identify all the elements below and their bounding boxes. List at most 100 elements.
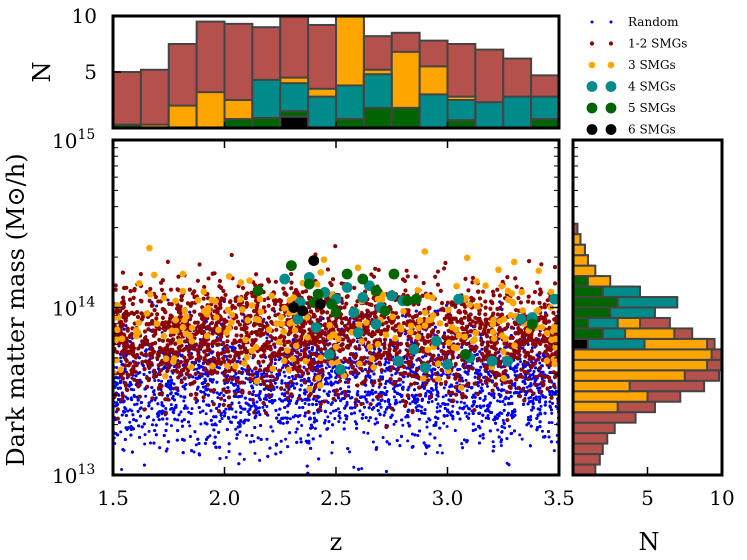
scatter-point bbox=[400, 393, 404, 397]
scatter-point bbox=[273, 398, 277, 402]
scatter-point bbox=[132, 388, 136, 392]
scatter-point bbox=[180, 437, 184, 441]
scatter-point bbox=[489, 374, 493, 378]
scatter-point bbox=[148, 370, 152, 374]
scatter-point bbox=[265, 405, 269, 409]
scatter-point bbox=[340, 397, 344, 401]
scatter-point bbox=[369, 391, 373, 395]
scatter-point bbox=[226, 386, 230, 390]
scatter-point bbox=[348, 356, 352, 360]
scatter-point bbox=[250, 384, 254, 388]
scatter-point bbox=[229, 420, 233, 424]
scatter-point bbox=[365, 348, 369, 352]
scatter-point bbox=[231, 345, 235, 349]
scatter-point bbox=[129, 433, 133, 437]
scatter-point bbox=[124, 413, 128, 417]
scatter-point bbox=[420, 405, 424, 409]
scatter-point bbox=[147, 415, 151, 419]
scatter-point bbox=[532, 370, 536, 374]
scatter-point bbox=[414, 405, 418, 409]
scatter-point bbox=[438, 426, 442, 430]
scatter-point bbox=[251, 392, 255, 396]
scatter-point bbox=[254, 394, 258, 398]
scatter-point bbox=[436, 394, 440, 398]
scatter-point bbox=[192, 450, 196, 454]
scatter-point bbox=[275, 385, 279, 389]
scatter-point bbox=[173, 417, 177, 421]
top-hist-bar bbox=[502, 95, 533, 129]
scatter-point bbox=[230, 401, 234, 405]
scatter-point bbox=[493, 416, 497, 420]
scatter-point bbox=[467, 416, 471, 420]
scatter-point bbox=[133, 403, 137, 407]
scatter-point bbox=[433, 415, 437, 419]
scatter-point bbox=[398, 383, 402, 387]
scatter-point bbox=[401, 423, 405, 427]
scatter-point bbox=[496, 399, 500, 403]
scatter-point bbox=[355, 422, 359, 426]
scatter-point bbox=[286, 445, 290, 449]
scatter-point bbox=[375, 446, 379, 450]
scatter-point bbox=[147, 401, 151, 405]
scatter-point bbox=[303, 401, 307, 405]
scatter-point bbox=[413, 433, 417, 437]
scatter-point bbox=[367, 393, 371, 397]
scatter-point bbox=[416, 433, 420, 437]
scatter-point bbox=[224, 407, 228, 411]
scatter-point bbox=[502, 388, 506, 392]
scatter-point bbox=[128, 408, 132, 412]
scatter-point bbox=[547, 429, 551, 433]
scatter-point bbox=[347, 385, 351, 389]
scatter-point bbox=[384, 469, 388, 473]
scatter-point bbox=[147, 429, 151, 433]
scatter-point bbox=[383, 399, 387, 403]
scatter-point bbox=[511, 411, 515, 415]
scatter-point bbox=[453, 429, 457, 433]
scatter-point bbox=[478, 426, 482, 430]
scatter-point bbox=[538, 420, 542, 424]
top-hist-bar bbox=[167, 104, 198, 129]
scatter-point bbox=[487, 392, 491, 396]
scatter-point bbox=[531, 372, 535, 376]
scatter-point bbox=[279, 439, 283, 443]
scatter-point bbox=[237, 462, 241, 466]
scatter-point bbox=[297, 420, 301, 424]
scatter-point bbox=[405, 357, 409, 361]
scatter-point bbox=[487, 404, 491, 408]
scatter-point bbox=[151, 390, 155, 394]
scatter-point bbox=[434, 383, 438, 387]
scatter-point bbox=[359, 395, 363, 399]
scatter-point bbox=[518, 360, 522, 364]
top-y-tick-label: 5 bbox=[84, 60, 97, 84]
scatter-point bbox=[372, 372, 376, 376]
scatter-point bbox=[234, 427, 238, 431]
scatter-point bbox=[208, 434, 212, 438]
scatter-point bbox=[174, 403, 178, 407]
scatter-point bbox=[218, 445, 222, 449]
scatter-point bbox=[395, 391, 399, 395]
scatter-point bbox=[380, 391, 384, 395]
scatter-point bbox=[194, 443, 198, 447]
scatter-point bbox=[299, 437, 303, 441]
scatter-point bbox=[373, 422, 377, 426]
scatter-point bbox=[460, 345, 464, 349]
scatter-point bbox=[375, 404, 379, 408]
scatter-point bbox=[494, 421, 498, 425]
scatter-point bbox=[303, 392, 307, 396]
scatter-point bbox=[352, 465, 356, 469]
scatter-point bbox=[152, 393, 156, 397]
scatter-point bbox=[408, 402, 412, 406]
scatter-point bbox=[550, 401, 554, 405]
scatter-point bbox=[262, 371, 266, 375]
scatter-point bbox=[479, 365, 483, 369]
scatter-point bbox=[383, 369, 387, 373]
scatter-point bbox=[140, 425, 144, 429]
scatter-point bbox=[129, 425, 133, 429]
scatter-point bbox=[477, 441, 481, 445]
scatter-point bbox=[408, 424, 412, 428]
scatter-point bbox=[336, 407, 340, 411]
scatter-point bbox=[378, 413, 382, 417]
scatter-point bbox=[374, 417, 378, 421]
scatter-point bbox=[455, 381, 459, 385]
